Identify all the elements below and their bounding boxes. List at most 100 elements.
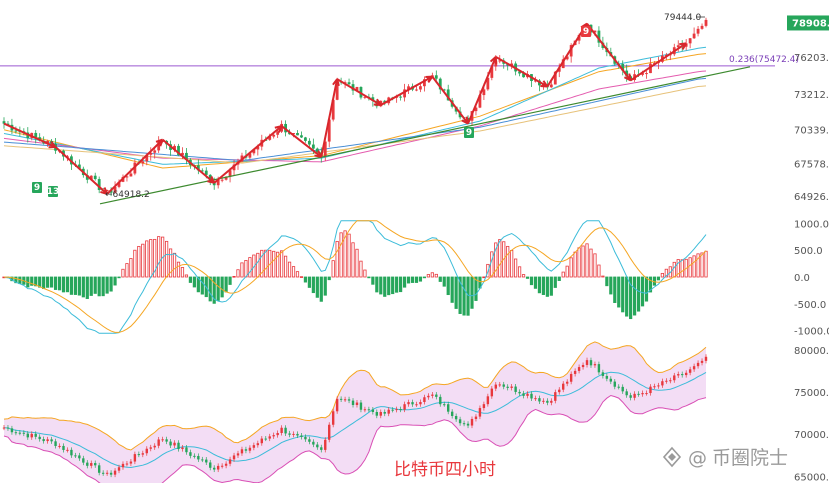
- boll-candle-body: [625, 391, 628, 396]
- boll-candle-body: [312, 441, 315, 445]
- macd-histogram-bar: [168, 248, 173, 278]
- boll-candle-body: [185, 447, 188, 453]
- macd-histogram-bar: [30, 276, 34, 286]
- boll-candle-body: [331, 411, 335, 425]
- macd-histogram-bar: [525, 276, 530, 279]
- boll-candle-body: [54, 441, 57, 446]
- candle-body: [331, 99, 335, 120]
- boll-candle-body: [439, 396, 442, 405]
- candle-body: [117, 181, 121, 187]
- macd-histogram-bar: [331, 260, 335, 278]
- zigzag-arrowhead: [207, 176, 216, 184]
- boll-candle-body: [232, 455, 236, 460]
- macd-histogram-bar: [220, 276, 224, 298]
- ma-line-1: [3, 46, 707, 165]
- candle-body: [125, 176, 129, 178]
- boll-candle-body: [300, 435, 303, 437]
- candle-body: [153, 150, 157, 153]
- macd-histogram-bar: [117, 276, 121, 279]
- candle-body: [307, 140, 311, 145]
- zigzag-arrowhead: [623, 73, 632, 82]
- macd-histogram-bar: [692, 255, 696, 278]
- macd-histogram-bar: [351, 242, 355, 278]
- macd-histogram-bar: [137, 245, 141, 278]
- macd-histogram-bar: [704, 250, 708, 278]
- candle-body: [296, 133, 299, 136]
- td-badge: [32, 182, 42, 193]
- price-tick-label: 64926.0: [794, 192, 829, 203]
- boll-candle-body: [280, 427, 283, 434]
- macd-histogram-bar: [157, 236, 161, 278]
- candle-body: [300, 135, 303, 138]
- macd-histogram-bar: [14, 276, 18, 284]
- candle-body: [129, 173, 133, 177]
- candle-body: [645, 73, 648, 75]
- macd-histogram-bar: [636, 276, 641, 312]
- macd-histogram-bar: [38, 276, 42, 288]
- macd-histogram-bar: [521, 274, 526, 278]
- low-label: ←64918.2: [105, 190, 150, 200]
- macd-histogram-bar: [65, 276, 70, 293]
- macd-histogram-bar: [77, 276, 81, 296]
- macd-histogram-bar: [129, 258, 133, 278]
- candle-body: [403, 89, 406, 98]
- boll-candle-body: [653, 386, 656, 388]
- macd-histogram-bar: [61, 276, 66, 293]
- boll-candle-body: [379, 411, 382, 416]
- boll-candle-body: [609, 378, 613, 382]
- macd-histogram-bar: [153, 238, 157, 278]
- candle-body: [625, 70, 629, 77]
- boll-candle-body: [169, 441, 172, 446]
- zigzag-segment: [467, 56, 497, 124]
- boll-candle-body: [240, 449, 244, 454]
- candle-body: [438, 78, 442, 90]
- boll-candle-body: [478, 408, 482, 417]
- boll-candle-body: [637, 393, 640, 395]
- boll-candle-body: [387, 409, 390, 414]
- boll-candle-body: [558, 389, 561, 393]
- boll-candle-body: [375, 411, 379, 416]
- macd-histogram-bar: [188, 276, 193, 283]
- boll-candle-body: [244, 449, 248, 451]
- boll-candle-body: [466, 423, 470, 426]
- boll-tick-label: 75000.0: [794, 388, 829, 399]
- macd-histogram-bar: [93, 276, 97, 294]
- macd-histogram-bar: [537, 276, 542, 294]
- candle-body: [97, 179, 101, 191]
- boll-candle-body: [490, 388, 494, 397]
- boll-candle-body: [101, 472, 105, 474]
- candle-body: [363, 96, 367, 98]
- macd-histogram-bar: [224, 276, 228, 293]
- candle-body: [335, 81, 339, 100]
- boll-candle-body: [411, 402, 414, 405]
- candle-body: [228, 170, 232, 177]
- boll-candle-body: [125, 463, 129, 465]
- zigzag-arrowhead: [679, 42, 688, 50]
- boll-candle-body: [153, 445, 156, 448]
- boll-candle-body: [252, 445, 256, 448]
- boll-candle-body: [498, 384, 501, 386]
- macd-histogram-bar: [85, 276, 89, 299]
- boll-candle-body: [129, 461, 133, 464]
- macd-histogram-bar: [490, 251, 494, 278]
- boll-candle-body: [304, 436, 307, 440]
- td-badge: [581, 26, 591, 37]
- macd-histogram-bar: [430, 272, 434, 278]
- boll-candle-body: [633, 393, 636, 398]
- candle-body: [423, 79, 426, 87]
- macd-tick-label: 0.0: [794, 273, 810, 284]
- macd-histogram-bar: [299, 276, 304, 278]
- candle-body: [399, 96, 403, 98]
- macd-histogram-bar: [212, 276, 216, 304]
- boll-candle-body: [577, 367, 581, 371]
- macd-histogram-bar: [228, 276, 232, 285]
- candle-body: [34, 132, 38, 138]
- zigzag-segment: [54, 146, 108, 195]
- macd-histogram-bar: [601, 275, 605, 278]
- macd-histogram-bar: [680, 259, 684, 278]
- boll-candle-body: [213, 467, 216, 470]
- boll-candle-body: [462, 423, 466, 425]
- boll-candle-body: [224, 463, 228, 466]
- candle-body: [522, 73, 525, 78]
- macd-histogram-bar: [629, 276, 633, 320]
